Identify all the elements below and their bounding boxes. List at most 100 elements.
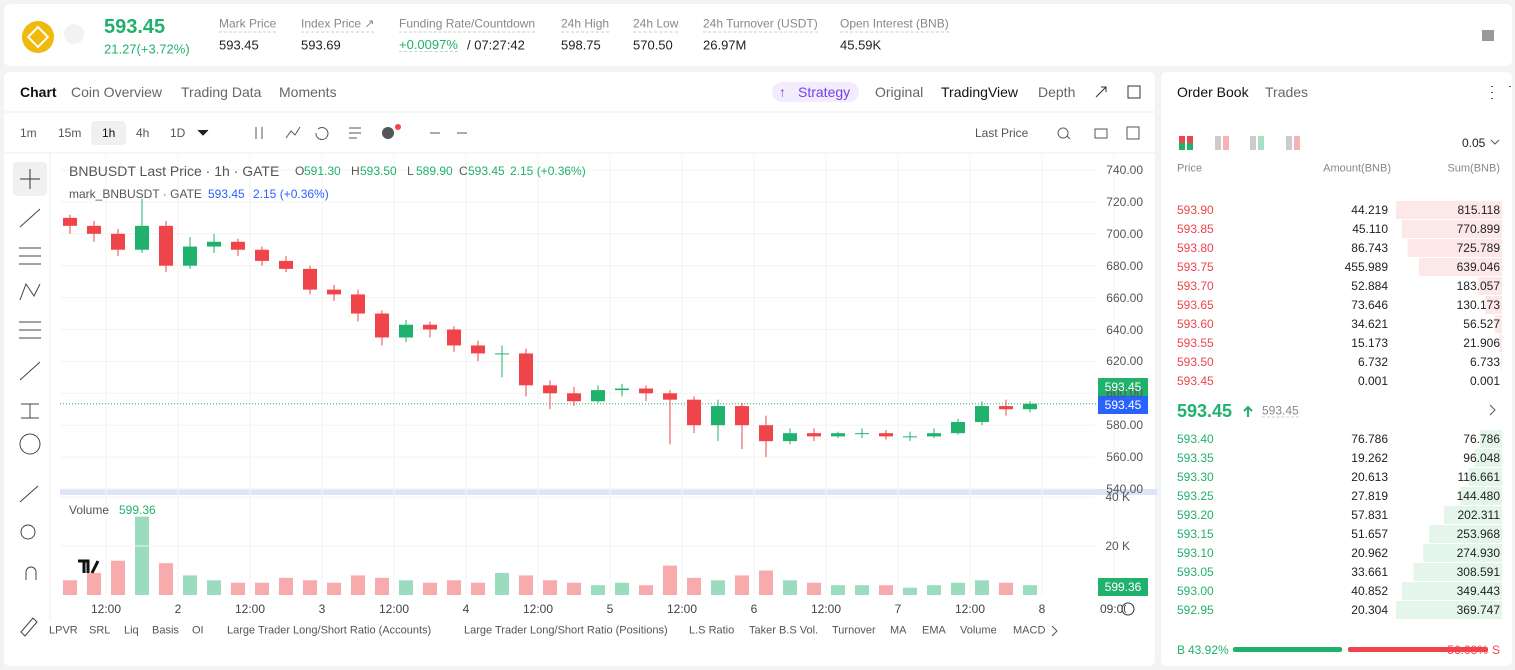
chart-tab[interactable]: Coin Overview [71,84,163,100]
depth-bar [1499,334,1502,352]
interval[interactable]: 4h [136,126,150,140]
x-tick-label: 12:00 [522,602,554,616]
depth-bar [1396,601,1502,619]
indicator[interactable]: Basis [152,624,179,637]
book-sum: 144.480 [1456,489,1500,503]
emoji-tool[interactable] [19,433,41,455]
candle-body [351,294,365,314]
coin-logo-mark [26,25,50,49]
book-price: 593.60 [1177,317,1214,331]
pane-separator [60,489,1157,495]
book-view-both[interactable] [1179,143,1193,150]
stat-label: Mark Price [219,16,277,33]
candle-body [303,268,317,290]
indicator-icon[interactable] [382,127,394,139]
candle-body [879,433,893,437]
view-tab[interactable]: Strategy [798,84,851,100]
settings-icon[interactable] [1121,602,1135,616]
settings-icon[interactable] [1482,30,1494,41]
y-tick-label: 700.00 [1106,226,1143,241]
candle-body [567,393,581,402]
book-sum: 639.046 [1456,260,1500,274]
depth-bar [1485,296,1502,314]
book-tab[interactable]: Order Book [1177,84,1249,100]
indicator[interactable]: MACD [1013,624,1046,637]
interval[interactable]: 15m [58,126,82,140]
window-icon[interactable] [1127,85,1141,99]
candle-body [783,433,797,442]
price-step[interactable]: 0.05 [1462,136,1486,150]
book-price: 593.55 [1177,336,1214,350]
x-tick-label: 12:00 [954,602,986,616]
volume-bar [543,580,557,595]
legend-value: 591.30 [304,164,341,178]
book-view-icons[interactable] [1258,136,1264,150]
book-amount: 40.852 [1351,584,1388,598]
indicator[interactable]: SRL [89,624,111,637]
book-view-icons[interactable] [1215,136,1292,150]
interval[interactable]: 1h [102,126,116,140]
indicator[interactable]: LPVR [49,624,78,637]
book-tab[interactable]: Trades [1265,84,1309,100]
y-tick-label: 720.00 [1106,194,1143,209]
legend-key: C [459,164,468,178]
book-price: 593.20 [1177,508,1214,522]
volume-bar [375,577,389,595]
book-amount: 0.001 [1357,374,1388,388]
y-tick-label: 660.00 [1106,290,1143,305]
indicator[interactable]: Large Trader Long/Short Ratio (Accounts) [227,624,432,637]
stat-label: Open Interest (BNB) [840,16,949,33]
chart-tab[interactable]: Chart [20,84,57,100]
dropdown[interactable] [197,129,209,136]
volume-bar [879,585,893,595]
indicator[interactable]: Liq [124,624,139,637]
chart-tab[interactable]: Trading Data [181,84,262,100]
view-tab[interactable]: Original [875,84,924,100]
y-tick-label: 640.00 [1106,322,1143,337]
view-tab[interactable]: Depth [1038,84,1076,100]
indicator[interactable]: L.S Ratio [689,624,735,637]
candle-body [975,406,989,423]
strategy-pill[interactable] [772,82,859,102]
volume-bar [495,572,509,595]
indicator[interactable]: MA [890,624,907,637]
interval-active [91,121,126,145]
favorite-icon[interactable] [64,24,84,44]
candle-body [471,345,485,354]
drawing-tools[interactable] [19,485,39,637]
price-tag [1098,378,1148,396]
ticker-bar [4,4,1512,66]
arrows[interactable] [1489,139,1500,416]
mark-value: 593.45 [208,187,245,201]
legend-value: 589.90 [416,164,453,178]
drawing-tools[interactable] [19,208,41,419]
candle-body [519,353,533,386]
menu[interactable] [1491,86,1511,99]
interval[interactable]: 1D [170,126,186,140]
candle-body [807,433,821,437]
indicator[interactable]: Large Trader Long/Short Ratio (Positions… [464,624,668,637]
indicator[interactable]: EMA [922,624,946,637]
price-type[interactable]: Last Price [975,126,1029,140]
volume-bar [231,582,245,595]
price-change: 21.27(+3.72%) [104,41,190,57]
indicator[interactable]: Volume [960,624,997,637]
fullscreen-icon[interactable] [1095,86,1107,98]
interval[interactable]: 1m [20,126,37,140]
chart-tab[interactable]: Moments [279,84,337,100]
more-arrow[interactable] [1051,625,1058,637]
stat-value: 45.59K [840,37,882,53]
indicator[interactable]: Taker B.S Vol. [749,624,819,637]
toolbar-icons[interactable] [255,126,1140,140]
stat-label: 24h Low [633,16,679,33]
depth-bar [1479,430,1502,448]
volume-legend: Volume [69,503,110,517]
view-tab[interactable]: TradingView [941,84,1019,100]
indicator[interactable]: OI [192,624,204,637]
indicator[interactable]: Turnover [832,624,876,637]
book-price: 593.45 [1177,374,1214,388]
zoom-tool[interactable] [20,524,36,540]
candle-body [735,406,749,426]
volume-bar [783,580,797,595]
